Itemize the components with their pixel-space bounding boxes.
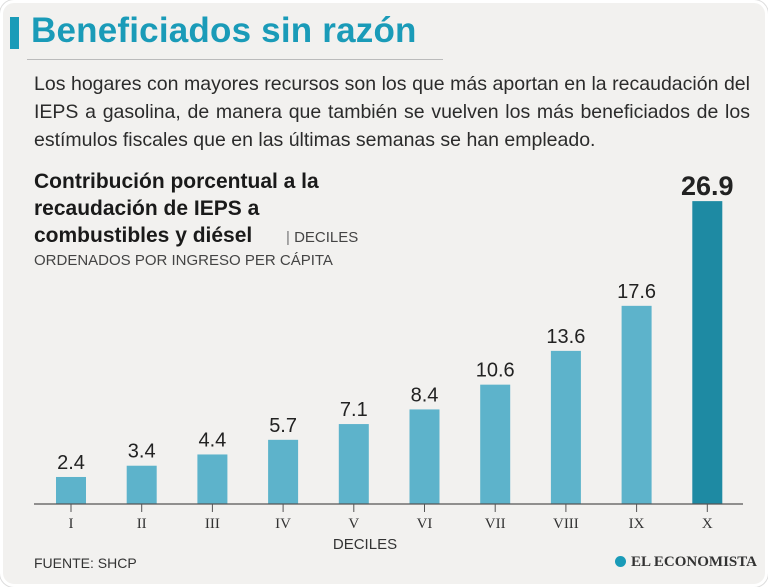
bar-IX (621, 305, 652, 504)
bar-X (692, 201, 723, 505)
tick-label-VIII: VIII (553, 516, 579, 532)
value-label-VIII: 13.6 (546, 326, 585, 348)
subtitle-deciles: DECILES (294, 229, 359, 246)
bar-IV (268, 439, 299, 504)
bar-V (338, 424, 369, 504)
value-label-II: 3.4 (128, 441, 156, 463)
bar-I (56, 476, 86, 504)
page-title: Beneficiados sin razón (31, 11, 417, 50)
bar-VIII (550, 350, 581, 504)
intro-paragraph: Los hogares con mayores recursos son los… (34, 73, 750, 151)
value-label-VI: 8.4 (411, 384, 439, 406)
value-label-IV: 5.7 (269, 415, 297, 437)
bar-VII (480, 384, 511, 504)
title-divider (27, 59, 443, 60)
tick-label-V: V (348, 516, 359, 532)
tick-label-II: II (137, 516, 147, 532)
bar-chart: 2.4 I 3.4 II 4.4 III 5.7 IV 7.1 V 8.4 VI 10.6 VII 13.6… (34, 171, 743, 553)
value-label-IX: 17.6 (617, 281, 656, 303)
value-label-I: 2.4 (57, 452, 85, 474)
bar-III (197, 454, 228, 504)
subtitle-separator: | (286, 229, 290, 246)
chart-title: Contribución porcentual a la recaudación… (34, 170, 319, 247)
publisher-logo: EL ECONOMISTA (615, 554, 757, 571)
tick-label-VII: VII (485, 516, 506, 532)
tick-label-VI: VI (417, 516, 433, 532)
title-accent-bar (10, 17, 19, 49)
tick-label-X: X (702, 516, 713, 532)
tick-label-IV: IV (275, 516, 291, 532)
logo-text: EL ECONOMISTA (631, 554, 757, 570)
chart-subtitle-line1: | DECILES (286, 228, 358, 247)
bar-II (126, 465, 157, 504)
logo-mark-icon (615, 556, 626, 567)
chart-subtitle: | DECILES ORDENADOS POR INGRESO PER CÁPI… (34, 229, 394, 270)
tick-label-III: III (205, 516, 220, 532)
bar-VI (409, 409, 440, 504)
chart-subtitle-line2: ORDENADOS POR INGRESO PER CÁPITA (34, 252, 333, 269)
x-axis-label: DECILES (333, 536, 397, 553)
value-label-VII: 10.6 (476, 360, 515, 382)
value-label-III: 4.4 (198, 429, 226, 451)
source-note: FUENTE: SHCP (34, 555, 137, 571)
tick-label-I: I (69, 516, 74, 532)
value-label-X: 26.9 (681, 171, 734, 201)
value-label-V: 7.1 (340, 399, 368, 421)
tick-label-IX: IX (629, 516, 645, 532)
